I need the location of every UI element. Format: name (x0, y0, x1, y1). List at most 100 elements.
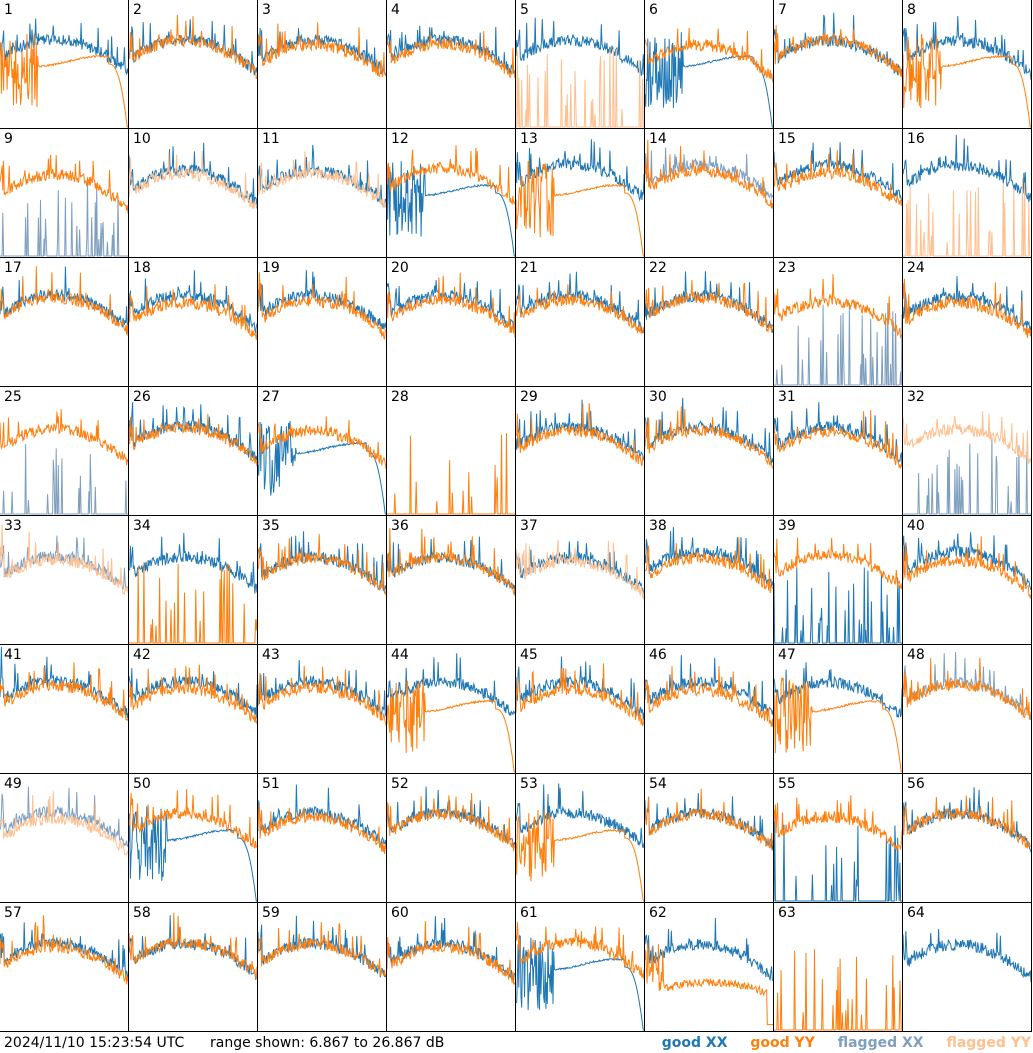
spectrum-panel-38: 38 (645, 516, 774, 645)
spectrum-plot-12 (387, 145, 515, 257)
series-good-xx-16 (903, 134, 1031, 203)
panel-number: 17 (4, 260, 22, 276)
spectrum-panel-13: 13 (516, 129, 645, 258)
spectrum-panel-37: 37 (516, 516, 645, 645)
spectrum-panel-32: 32 (903, 387, 1032, 516)
panel-number: 30 (649, 389, 667, 405)
spectrum-plot-37 (516, 539, 644, 600)
series-good-xx-6 (645, 32, 773, 128)
panel-number: 39 (778, 518, 796, 534)
series-good-xx-41 (0, 646, 128, 719)
spectrum-plot-35 (258, 531, 386, 595)
panel-number: 44 (391, 647, 409, 663)
spectrum-panel-31: 31 (774, 387, 903, 516)
spectrum-panel-34: 34 (129, 516, 258, 645)
panel-number: 59 (262, 905, 280, 921)
series-flagged-xx-23 (774, 302, 902, 386)
panel-number: 57 (4, 905, 22, 921)
spectrum-panel-59: 59 (258, 903, 387, 1032)
spectrum-plot-9 (0, 154, 128, 257)
footer: 2024/11/10 15:23:54 UTC range shown: 6.8… (0, 1033, 1033, 1053)
series-good-yy-46 (645, 666, 773, 727)
spectrum-panel-47: 47 (774, 645, 903, 774)
series-flagged-yy-37 (516, 539, 644, 600)
spectrum-panel-33: 33 (0, 516, 129, 645)
panel-number: 33 (4, 518, 22, 534)
spectrum-plot-16 (903, 134, 1031, 257)
spectrum-panel-63: 63 (774, 903, 903, 1032)
panel-number: 16 (907, 131, 925, 147)
spectrum-plot-5 (516, 17, 644, 128)
series-good-yy-61 (516, 921, 644, 979)
spectrum-plot-11 (258, 144, 386, 208)
series-good-yy-23 (774, 274, 902, 339)
range-text: range shown: 6.867 to 26.867 dB (210, 1035, 445, 1051)
spectrum-panel-64: 64 (903, 903, 1032, 1032)
panel-number: 7 (778, 2, 787, 18)
series-good-xx-31 (774, 402, 902, 466)
series-good-xx-58 (129, 915, 257, 980)
series-good-yy-51 (258, 804, 386, 855)
spectrum-plot-22 (645, 271, 773, 333)
spectrum-panel-15: 15 (774, 129, 903, 258)
series-good-yy-26 (129, 413, 257, 467)
spectrum-plot-21 (516, 271, 644, 335)
panel-number: 32 (907, 389, 925, 405)
spectrum-panel-58: 58 (129, 903, 258, 1032)
spectrum-panel-54: 54 (645, 774, 774, 903)
spectrum-panel-3: 3 (258, 0, 387, 129)
spectrum-panel-57: 57 (0, 903, 129, 1032)
panel-number: 41 (4, 647, 22, 663)
spectrum-plot-36 (387, 528, 515, 596)
spectrum-plot-49 (0, 786, 128, 856)
series-good-yy-14 (645, 139, 773, 210)
spectrum-plot-32 (903, 411, 1031, 515)
series-good-yy-4 (387, 31, 515, 79)
panel-number: 50 (133, 776, 151, 792)
panel-number: 62 (649, 905, 667, 921)
panel-number: 18 (133, 260, 151, 276)
series-good-yy-43 (258, 665, 386, 726)
series-good-xx-12 (387, 161, 515, 257)
spectrum-plot-23 (774, 274, 902, 386)
series-good-yy-36 (387, 528, 515, 595)
series-good-yy-12 (387, 145, 515, 206)
panel-number: 20 (391, 260, 409, 276)
series-good-xx-57 (0, 922, 128, 982)
series-good-xx-64 (903, 929, 1031, 983)
spectrum-plot-57 (0, 915, 128, 985)
spectrum-panel-25: 25 (0, 387, 129, 516)
spectrum-panel-49: 49 (0, 774, 129, 903)
panel-number: 3 (262, 2, 271, 18)
series-good-yy-15 (774, 150, 902, 206)
spectrum-plot-20 (387, 272, 515, 338)
legend: good XX good YY flagged XX flagged YY (644, 1033, 1031, 1053)
series-good-xx-8 (903, 16, 1031, 80)
spectrum-panel-43: 43 (258, 645, 387, 774)
spectrum-plot-62 (645, 917, 773, 1026)
panel-number: 64 (907, 905, 925, 921)
spectrum-panel-55: 55 (774, 774, 903, 903)
panel-number: 49 (4, 776, 22, 792)
panel-number: 27 (262, 389, 280, 405)
spectrum-plot-47 (774, 662, 902, 773)
panel-number: 25 (4, 389, 22, 405)
panel-number: 45 (520, 647, 538, 663)
panel-number: 23 (778, 260, 796, 276)
spectrum-plot-6 (645, 27, 773, 128)
spectrum-plot-1 (0, 18, 128, 128)
spectrum-plot-8 (903, 16, 1031, 128)
panel-number: 29 (520, 389, 538, 405)
spectrum-panel-9: 9 (0, 129, 129, 258)
spectrum-plot-41 (0, 646, 128, 722)
spectrum-plot-4 (387, 25, 515, 79)
spectrum-panel-40: 40 (903, 516, 1032, 645)
series-good-yy-42 (129, 664, 257, 725)
series-good-yy-40 (903, 536, 1031, 599)
panel-number: 24 (907, 260, 925, 276)
timestamp: 2024/11/10 15:23:54 UTC (4, 1035, 185, 1051)
series-flagged-xx-32 (903, 437, 1031, 515)
series-good-yy-27 (258, 416, 386, 469)
spectrum-panel-29: 29 (516, 387, 645, 516)
